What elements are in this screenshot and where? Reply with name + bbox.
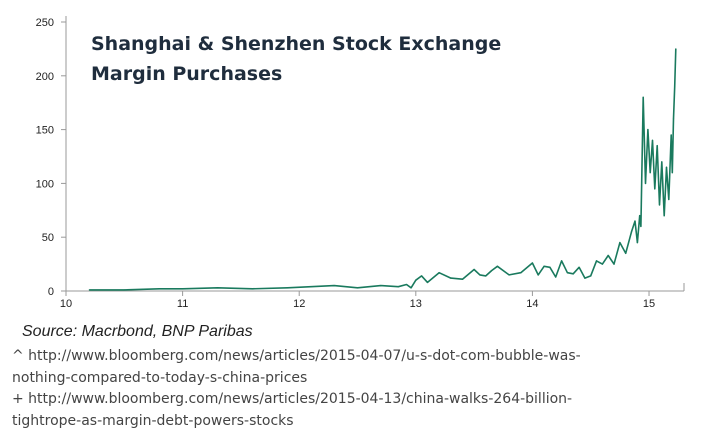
data-point <box>549 266 551 268</box>
data-point <box>595 260 598 262</box>
data-point <box>485 275 487 277</box>
data-point <box>636 241 638 244</box>
data-point <box>671 172 673 174</box>
reference-line-3: + http://www.bloomberg.com/news/articles… <box>12 391 573 407</box>
y-tick-label: 50 <box>42 232 54 244</box>
data-point <box>590 275 592 277</box>
data-point <box>461 278 464 280</box>
reference-line-2: nothing-compared-to-today-s-china-prices <box>12 369 308 386</box>
data-point <box>310 286 312 288</box>
series-layer <box>88 48 677 291</box>
data-point <box>674 85 676 88</box>
data-point <box>543 265 545 267</box>
data-point <box>560 260 563 262</box>
data-point <box>251 288 254 290</box>
y-tick-label: 200 <box>36 71 54 83</box>
data-point <box>158 288 160 290</box>
data-point <box>584 277 586 279</box>
data-point <box>642 96 644 98</box>
data-point <box>654 188 656 190</box>
data-point <box>640 225 642 228</box>
x-tick-label: 11 <box>177 298 188 310</box>
data-point <box>665 166 668 168</box>
data-point <box>537 274 539 276</box>
data-point <box>356 287 359 289</box>
margin-purchases-chart: 0 50 100 150 200 250 10 11 12 13 14 15 Shanghai & S… <box>36 16 685 310</box>
data-point <box>668 198 670 201</box>
chart-title-line-2: Margin Purchases <box>91 63 282 85</box>
data-point <box>531 262 534 264</box>
data-point <box>661 161 663 163</box>
y-tick-label: 250 <box>36 17 54 29</box>
data-point <box>450 277 452 279</box>
x-tick-label: 10 <box>60 298 72 310</box>
data-point <box>644 182 647 184</box>
data-point <box>566 272 568 274</box>
data-point <box>607 254 609 257</box>
y-tick-label: 150 <box>36 125 54 137</box>
data-point <box>656 145 658 147</box>
y-tick-label: 0 <box>48 286 54 298</box>
data-point <box>88 289 90 291</box>
data-point <box>639 215 641 217</box>
reference-links: ^ http://www.bloomberg.com/news/articles… <box>12 346 702 432</box>
x-tick-label: 14 <box>526 298 538 310</box>
data-point <box>508 274 510 276</box>
data-point <box>601 263 603 265</box>
data-point <box>630 231 633 233</box>
data-point <box>286 287 289 289</box>
data-point <box>555 276 557 278</box>
data-point <box>479 274 481 276</box>
data-point <box>405 283 408 286</box>
data-point <box>520 272 522 274</box>
data-point <box>675 48 677 50</box>
data-point <box>658 204 661 206</box>
data-point <box>663 215 665 217</box>
data-point <box>672 118 675 120</box>
data-point <box>473 268 475 271</box>
data-point <box>578 266 580 268</box>
source-note: Source: Macrbond, BNP Paribas <box>22 323 253 340</box>
data-point <box>649 172 651 174</box>
data-point <box>380 285 382 287</box>
data-point <box>426 281 429 283</box>
x-tick-label: 15 <box>643 298 655 310</box>
data-point <box>572 273 574 275</box>
data-point <box>438 272 440 274</box>
data-point <box>410 287 412 289</box>
chart-title-line-1: Shanghai & Shenzhen Stock Exchange <box>91 33 501 55</box>
data-point <box>333 285 335 287</box>
data-point <box>496 265 499 267</box>
data-point <box>216 287 219 289</box>
data-point <box>647 129 649 131</box>
series-line-0 <box>89 48 677 291</box>
data-point <box>625 252 627 254</box>
y-tick-label: 100 <box>36 178 54 190</box>
x-tick-label: 13 <box>410 298 422 310</box>
data-point <box>415 279 417 281</box>
x-tick-label: 12 <box>293 298 305 310</box>
data-point <box>619 241 621 244</box>
data-point <box>421 275 423 277</box>
data-point <box>491 269 493 272</box>
reference-line-1: ^ http://www.bloomberg.com/news/articles… <box>12 348 581 364</box>
data-point <box>634 220 636 222</box>
data-point <box>397 286 399 288</box>
data-point <box>651 139 654 141</box>
reference-line-4: tightrope-as-margin-debt-powers-stocks <box>12 412 294 429</box>
data-point <box>670 134 672 136</box>
data-point <box>123 289 125 291</box>
data-point <box>182 288 184 290</box>
axes: 0 50 100 150 200 250 10 11 12 13 14 15 <box>36 16 685 310</box>
data-point <box>613 263 615 265</box>
